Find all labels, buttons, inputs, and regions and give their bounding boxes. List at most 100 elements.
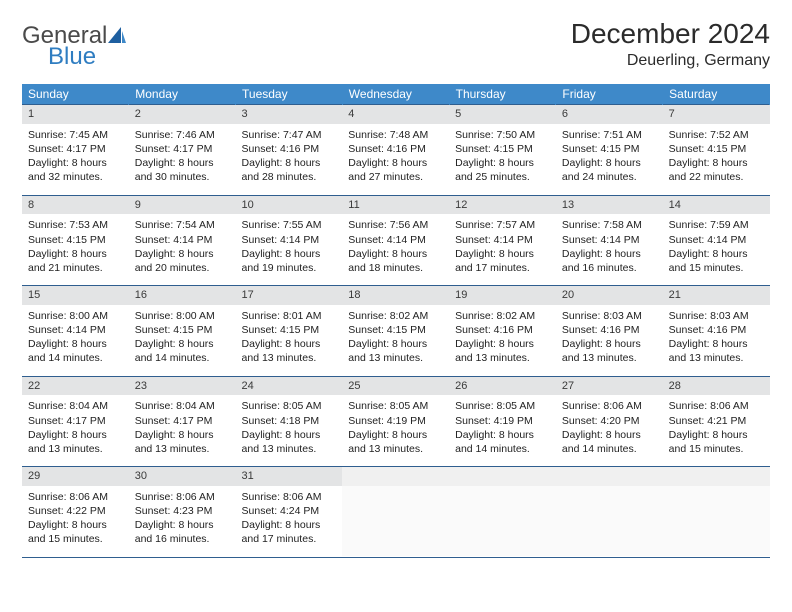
daylight-text-1: Daylight: 8 hours	[562, 156, 657, 170]
sunrise-text: Sunrise: 8:05 AM	[242, 399, 337, 413]
sunrise-text: Sunrise: 8:05 AM	[455, 399, 550, 413]
day-body: Sunrise: 8:06 AMSunset: 4:22 PMDaylight:…	[22, 486, 129, 557]
dow-friday: Friday	[556, 84, 663, 105]
sunset-text: Sunset: 4:14 PM	[28, 323, 123, 337]
day-cell: 13Sunrise: 7:58 AMSunset: 4:14 PMDayligh…	[556, 195, 663, 286]
header: General Blue December 2024 Deuerling, Ge…	[22, 18, 770, 70]
sunset-text: Sunset: 4:15 PM	[135, 323, 230, 337]
week-row: 1Sunrise: 7:45 AMSunset: 4:17 PMDaylight…	[22, 105, 770, 196]
daylight-text-1: Daylight: 8 hours	[28, 428, 123, 442]
sunrise-text: Sunrise: 8:02 AM	[455, 309, 550, 323]
daylight-text-1: Daylight: 8 hours	[28, 518, 123, 532]
day-body: Sunrise: 8:03 AMSunset: 4:16 PMDaylight:…	[663, 305, 770, 376]
sunrise-text: Sunrise: 7:54 AM	[135, 218, 230, 232]
week-row: 8 Sunrise: 7:53 AMSunset: 4:15 PM Daylight…	[22, 195, 770, 286]
sunrise-text: Sunrise: 8:06 AM	[28, 490, 123, 504]
sunset-text: Sunset: 4:15 PM	[669, 142, 764, 156]
day-body: Sunrise: 8:04 AMSunset: 4:17 PMDaylight:…	[22, 395, 129, 466]
day-cell: 28Sunrise: 8:06 AMSunset: 4:21 PMDayligh…	[663, 376, 770, 467]
daylight-text-1: Daylight: 8 hours	[348, 337, 443, 351]
calendar-table: Sunday Monday Tuesday Wednesday Thursday…	[22, 84, 770, 558]
sunrise-text: Sunrise: 7:56 AM	[348, 218, 443, 232]
day-body: Sunrise: 8:04 AMSunset: 4:17 PMDaylight:…	[129, 395, 236, 466]
week-row: 15 Sunrise: 8:00 AMSunset: 4:14 PM Dayligh…	[22, 286, 770, 377]
day-cell: 17Sunrise: 8:01 AMSunset: 4:15 PMDayligh…	[236, 286, 343, 377]
daylight-text-1: Daylight: 8 hours	[135, 156, 230, 170]
sunset-text: Sunset: 4:14 PM	[242, 233, 337, 247]
day-number: 29	[22, 467, 129, 486]
day-cell: 3Sunrise: 7:47 AMSunset: 4:16 PMDaylight…	[236, 105, 343, 196]
sunrise-text: Sunrise: 8:04 AM	[135, 399, 230, 413]
daylight-text-1: Daylight: 8 hours	[669, 428, 764, 442]
day-body: Sunrise: 8:05 AMSunset: 4:19 PMDaylight:…	[449, 395, 556, 466]
daylight-text-2: and 14 minutes.	[28, 351, 123, 365]
day-body	[449, 486, 556, 556]
daylight-text-1: Daylight: 8 hours	[455, 428, 550, 442]
day-body: Sunrise: 7:51 AMSunset: 4:15 PMDaylight:…	[556, 124, 663, 195]
daylight-text-2: and 13 minutes.	[348, 442, 443, 456]
day-cell: 11Sunrise: 7:56 AMSunset: 4:14 PMDayligh…	[342, 195, 449, 286]
day-number: 23	[129, 377, 236, 396]
day-number: 15	[22, 286, 129, 305]
sunrise-text: Sunrise: 8:00 AM	[28, 309, 123, 323]
daylight-text-2: and 13 minutes.	[669, 351, 764, 365]
sunset-text: Sunset: 4:15 PM	[242, 323, 337, 337]
day-number: 14	[663, 196, 770, 215]
day-body: Sunrise: 7:55 AMSunset: 4:14 PMDaylight:…	[236, 214, 343, 285]
day-number: 11	[342, 196, 449, 215]
day-number: 27	[556, 377, 663, 396]
day-number: 17	[236, 286, 343, 305]
daylight-text-1: Daylight: 8 hours	[242, 428, 337, 442]
day-body: Sunrise: 7:59 AMSunset: 4:14 PMDaylight:…	[663, 214, 770, 285]
sunrise-text: Sunrise: 7:52 AM	[669, 128, 764, 142]
daylight-text-2: and 17 minutes.	[455, 261, 550, 275]
daylight-text-1: Daylight: 8 hours	[135, 428, 230, 442]
sunset-text: Sunset: 4:16 PM	[455, 323, 550, 337]
sunrise-text: Sunrise: 8:03 AM	[562, 309, 657, 323]
sunset-text: Sunset: 4:14 PM	[455, 233, 550, 247]
day-body	[342, 486, 449, 556]
daylight-text-2: and 28 minutes.	[242, 170, 337, 184]
sunset-text: Sunset: 4:16 PM	[348, 142, 443, 156]
sunrise-text: Sunrise: 7:48 AM	[348, 128, 443, 142]
daylight-text-2: and 22 minutes.	[669, 170, 764, 184]
daylight-text-1: Daylight: 8 hours	[135, 337, 230, 351]
daylight-text-2: and 14 minutes.	[562, 442, 657, 456]
day-body: Sunrise: 8:06 AMSunset: 4:21 PMDaylight:…	[663, 395, 770, 466]
day-of-week-row: Sunday Monday Tuesday Wednesday Thursday…	[22, 84, 770, 105]
day-body	[663, 486, 770, 556]
sunset-text: Sunset: 4:17 PM	[135, 414, 230, 428]
day-body: Sunrise: 7:47 AMSunset: 4:16 PMDaylight:…	[236, 124, 343, 195]
sunrise-text: Sunrise: 7:51 AM	[562, 128, 657, 142]
daylight-text-1: Daylight: 8 hours	[455, 247, 550, 261]
day-body: Sunrise: 7:58 AMSunset: 4:14 PMDaylight:…	[556, 214, 663, 285]
sunrise-text: Sunrise: 7:53 AM	[28, 218, 123, 232]
day-body: Sunrise: 8:05 AMSunset: 4:18 PMDaylight:…	[236, 395, 343, 466]
daylight-text-2: and 18 minutes.	[348, 261, 443, 275]
sunrise-text: Sunrise: 7:57 AM	[455, 218, 550, 232]
day-body: Sunrise: 7:48 AMSunset: 4:16 PMDaylight:…	[342, 124, 449, 195]
day-cell: 30Sunrise: 8:06 AMSunset: 4:23 PMDayligh…	[129, 467, 236, 558]
logo-sail-icon	[107, 26, 127, 49]
day-cell: 8Sunrise: 7:53 AMSunset: 4:15 PMDaylight…	[22, 195, 129, 286]
week-row: 29Sunrise: 8:06 AMSunset: 4:22 PMDayligh…	[22, 467, 770, 558]
sunrise-text: Sunrise: 7:50 AM	[455, 128, 550, 142]
daylight-text-1: Daylight: 8 hours	[242, 247, 337, 261]
day-cell: 9Sunrise: 7:54 AMSunset: 4:14 PMDaylight…	[129, 195, 236, 286]
daylight-text-1: Daylight: 8 hours	[135, 247, 230, 261]
day-cell: 1Sunrise: 7:45 AMSunset: 4:17 PMDaylight…	[22, 105, 129, 196]
daylight-text-1: Daylight: 8 hours	[242, 156, 337, 170]
day-cell: 22Sunrise: 8:04 AMSunset: 4:17 PMDayligh…	[22, 376, 129, 467]
sunset-text: Sunset: 4:20 PM	[562, 414, 657, 428]
sunrise-text: Sunrise: 7:58 AM	[562, 218, 657, 232]
location-label: Deuerling, Germany	[571, 52, 770, 70]
day-number: 8	[22, 196, 129, 215]
sunset-text: Sunset: 4:15 PM	[348, 323, 443, 337]
dow-thursday: Thursday	[449, 84, 556, 105]
daylight-text-1: Daylight: 8 hours	[455, 337, 550, 351]
daylight-text-2: and 13 minutes.	[135, 442, 230, 456]
day-body: Sunrise: 7:56 AMSunset: 4:14 PMDaylight:…	[342, 214, 449, 285]
sunset-text: Sunset: 4:15 PM	[28, 233, 123, 247]
day-cell	[556, 467, 663, 558]
day-cell: 31Sunrise: 8:06 AMSunset: 4:24 PMDayligh…	[236, 467, 343, 558]
